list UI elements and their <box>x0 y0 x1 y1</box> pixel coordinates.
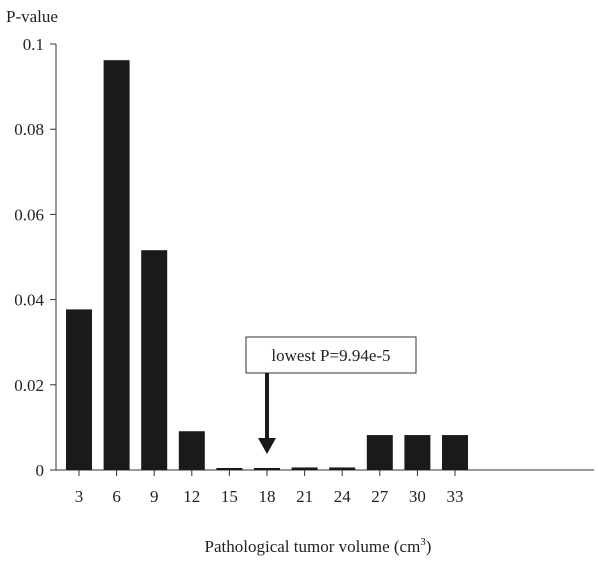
y-axis-label: P-value <box>6 7 58 26</box>
y-tick-label: 0.02 <box>14 376 44 395</box>
y-tick-label: 0.08 <box>14 120 44 139</box>
x-tick-label: 18 <box>259 487 276 506</box>
x-tick-label: 24 <box>334 487 352 506</box>
x-tick-label: 12 <box>183 487 200 506</box>
y-tick-label: 0.04 <box>14 291 44 310</box>
bar <box>216 468 243 470</box>
y-axis: 0 0.02 0.04 0.06 0.08 0.1 <box>14 35 57 480</box>
annotation-label: lowest P=9.94e-5 <box>271 346 390 365</box>
bar <box>442 435 468 470</box>
x-axis-label-suffix: ) <box>426 537 432 556</box>
bar <box>66 309 92 470</box>
bar <box>103 60 130 471</box>
x-axis-label-superscript: 3 <box>420 536 426 548</box>
y-tick-label: 0 <box>36 461 45 480</box>
bar <box>254 468 280 470</box>
x-tick-label: 33 <box>447 487 464 506</box>
x-tick-label: 15 <box>221 487 238 506</box>
x-axis-label-main: Pathological tumor volume (cm <box>205 537 421 556</box>
x-tick-label: 21 <box>296 487 313 506</box>
bar <box>141 250 168 470</box>
x-tick-label: 3 <box>75 487 84 506</box>
bars <box>66 60 468 471</box>
x-tick-label: 30 <box>409 487 426 506</box>
y-tick-label: 0.06 <box>14 205 44 224</box>
x-axis: 3 6 9 12 15 18 21 24 27 30 33 <box>56 469 594 506</box>
bar <box>329 467 356 470</box>
annotation-arrow-head <box>258 438 276 454</box>
bar <box>366 435 393 470</box>
annotation-box <box>245 336 417 374</box>
bar <box>404 435 431 470</box>
x-tick-label: 27 <box>371 487 389 506</box>
annotation: lowest P=9.94e-5 <box>245 336 417 454</box>
x-tick-label: 9 <box>150 487 159 506</box>
y-tick-label: 0.1 <box>23 35 44 54</box>
bar <box>178 431 205 470</box>
bar <box>291 467 318 470</box>
x-tick-label: 6 <box>112 487 121 506</box>
x-axis-label: Pathological tumor volume (cm3) <box>205 536 432 556</box>
